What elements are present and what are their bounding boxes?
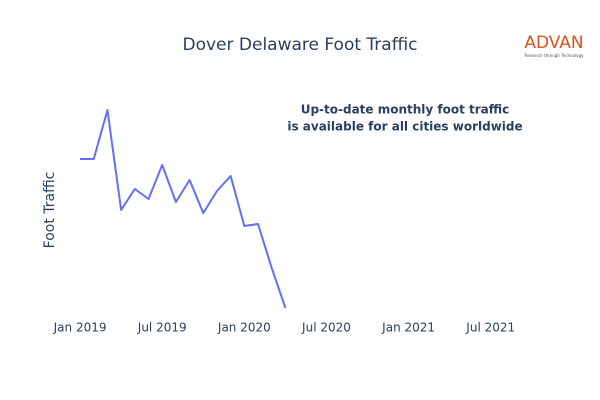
line	[80, 109, 287, 309]
x-tick-label: Jul 2019	[137, 321, 187, 335]
chart-title: Dover Delaware Foot Traffic	[182, 35, 417, 55]
x-tick-label: Jul 2020	[301, 321, 351, 335]
logo-name: ADVAN	[524, 33, 583, 53]
annotation: Up-to-date monthly foot traffic	[301, 103, 510, 117]
x-tick-label: Jan 2019	[53, 321, 107, 335]
x-tick-label: Jul 2021	[465, 321, 515, 335]
x-tick-label: Jan 2020	[217, 321, 271, 335]
annotation: is available for all cities worldwide	[287, 120, 522, 134]
logo-tagline: Research through Technology	[524, 53, 584, 58]
y-axis-label: Foot Traffic	[42, 172, 58, 249]
x-tick-label: Jan 2021	[381, 321, 435, 335]
